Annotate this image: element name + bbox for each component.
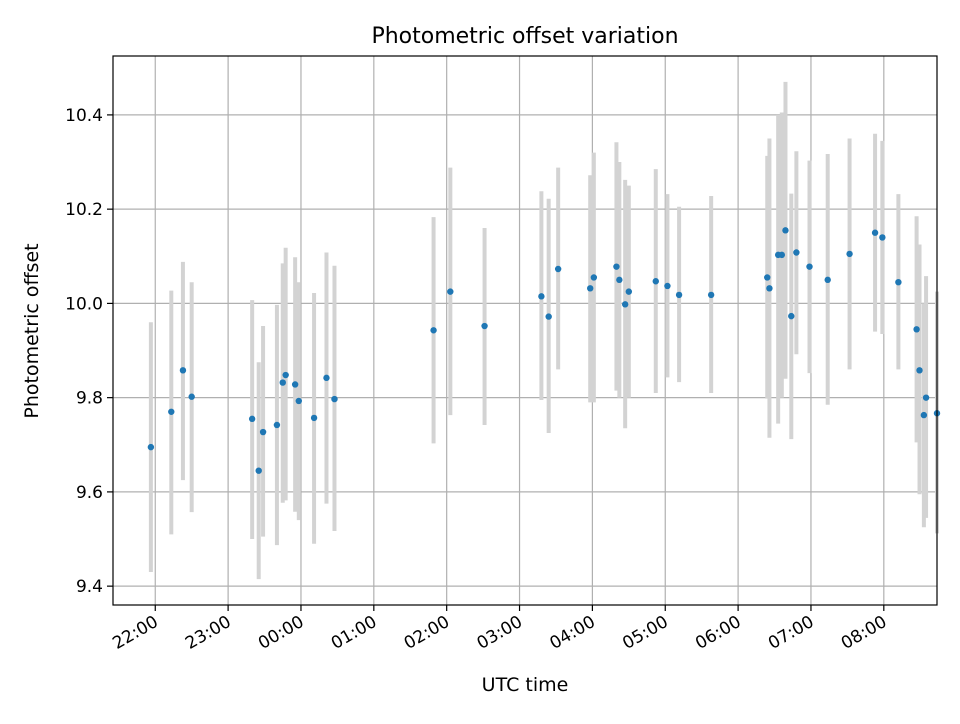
data-point	[538, 293, 545, 300]
data-point	[273, 421, 281, 429]
data-point	[255, 467, 262, 474]
data-point	[871, 229, 879, 236]
y-tick-label: 9.4	[76, 577, 103, 597]
data-point	[675, 291, 683, 299]
data-point	[766, 285, 773, 292]
data-point	[331, 395, 338, 403]
data-point	[922, 394, 930, 401]
axes-frame	[112, 55, 938, 606]
data-point	[554, 265, 562, 273]
data-point	[447, 288, 454, 295]
data-point	[707, 291, 715, 299]
data-point	[621, 301, 629, 308]
data-point	[248, 415, 256, 423]
y-tick-label: 9.8	[76, 389, 103, 409]
data-point	[913, 326, 920, 333]
data-point	[920, 411, 928, 419]
y-tick-label: 10.0	[65, 294, 103, 314]
data-point	[613, 263, 620, 270]
data-point	[846, 250, 853, 258]
chart-title: Photometric offset variation	[371, 24, 678, 49]
data-point	[590, 274, 598, 281]
x-axis-label: UTC time	[482, 674, 569, 696]
y-tick-label: 10.2	[65, 200, 103, 220]
data-point	[788, 312, 795, 320]
data-point	[545, 313, 552, 320]
data-point	[259, 428, 267, 436]
data-point	[179, 367, 187, 374]
data-point	[587, 285, 594, 292]
data-point	[323, 374, 330, 382]
y-tick-label: 9.6	[76, 483, 103, 503]
data-point	[782, 227, 789, 234]
data-point	[664, 282, 671, 290]
data-point	[291, 381, 299, 388]
data-point	[310, 414, 318, 422]
data-point	[282, 371, 289, 379]
data-point	[764, 274, 771, 281]
data-point	[616, 276, 623, 284]
y-tick-label: 10.4	[65, 106, 103, 126]
data-point	[481, 322, 488, 330]
data-point	[806, 263, 813, 270]
data-point	[625, 288, 633, 295]
data-point	[879, 234, 886, 241]
data-point	[188, 393, 195, 400]
data-point	[147, 443, 155, 451]
data-point	[916, 367, 923, 374]
data-point	[793, 249, 800, 256]
data-point	[279, 379, 286, 386]
data-point	[168, 408, 175, 415]
data-point	[824, 276, 831, 284]
point-layer	[147, 227, 941, 474]
data-point	[778, 251, 786, 259]
y-axis-label: Photometric offset	[21, 243, 43, 418]
data-point	[895, 278, 902, 286]
data-point	[295, 397, 302, 405]
data-point	[430, 327, 437, 334]
data-point	[652, 278, 659, 285]
